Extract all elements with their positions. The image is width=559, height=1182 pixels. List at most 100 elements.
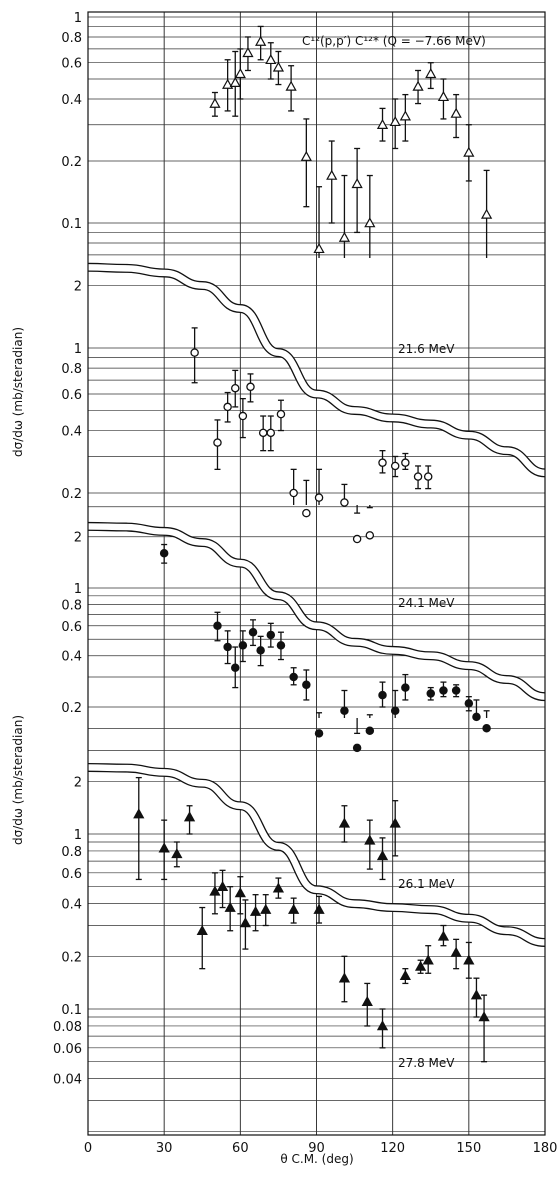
x-tick-label: 30 [156, 1141, 173, 1156]
data-point [231, 663, 240, 673]
data-point [376, 850, 389, 861]
data-point [288, 903, 300, 914]
data-point [464, 699, 474, 708]
data-point [265, 53, 277, 65]
y-tick-label: 0.8 [61, 362, 82, 377]
data-point [478, 1011, 490, 1022]
chart-title: C¹²(p,p′) C¹²* (Q = −7.66 MeV) [302, 34, 486, 48]
data-point [482, 724, 491, 733]
data-point [376, 1020, 389, 1031]
x-axis-label: θ C.M. (deg) [280, 1152, 353, 1166]
data-point [276, 409, 286, 419]
data-point [352, 743, 362, 753]
data-point [352, 534, 362, 544]
data-point [213, 438, 222, 447]
data-point [239, 917, 252, 928]
x-tick-label: 90 [308, 1141, 325, 1156]
axis-layer: 0 30 60 90 120 150 18010.80.60.40.20.1210.80.6… [53, 11, 557, 1156]
y-axis-label-lower: dσ/dω (mb/steradian) [11, 715, 25, 845]
data-point [313, 903, 325, 914]
theory-curve-inner [87, 764, 546, 946]
data-point [364, 217, 376, 228]
data-point [190, 348, 199, 357]
data-point [302, 680, 311, 690]
data-point [338, 817, 351, 828]
x-tick-label: 0 [84, 1141, 92, 1156]
data-point [361, 995, 373, 1007]
data-point [426, 689, 435, 698]
data-point [314, 493, 324, 502]
x-tick-label: 60 [232, 1141, 249, 1156]
data-point [302, 508, 311, 518]
data-point [389, 817, 401, 828]
data-point [209, 97, 221, 108]
data-point [183, 811, 196, 822]
data-point [238, 411, 248, 421]
data-point [365, 726, 375, 736]
y-tick-label: 0.8 [61, 31, 82, 46]
data-point [450, 107, 462, 118]
data-point [450, 946, 462, 957]
data-point [196, 924, 208, 936]
y-tick-label: 1 [74, 11, 82, 26]
grid-layer [88, 12, 545, 1135]
y-tick-label: 0.2 [61, 701, 82, 716]
data-point [423, 472, 433, 481]
data-point [255, 35, 267, 46]
data-point [272, 882, 285, 893]
data-point [223, 642, 232, 652]
y-tick-label: 2 [74, 775, 82, 790]
theory-curve-inner [87, 264, 546, 477]
y-tick-label: 1 [74, 828, 82, 843]
y-tick-label: 0.1 [61, 1003, 82, 1018]
y-tick-label: 0.2 [61, 487, 82, 502]
data-point [313, 242, 325, 254]
data-point [463, 146, 475, 157]
data-point [401, 683, 410, 692]
x-tick-label: 180 [533, 1141, 558, 1156]
data-point [159, 548, 169, 558]
data-point [414, 960, 427, 971]
y-tick-label: 0.2 [61, 950, 82, 965]
data-point [234, 67, 246, 79]
y-tick-label: 0.6 [61, 388, 82, 403]
data-point [470, 989, 483, 1000]
point-layer [133, 25, 493, 1063]
data-point [238, 641, 248, 650]
curve-layer [87, 262, 546, 947]
y-tick-label: 0.4 [61, 650, 82, 665]
data-point [248, 627, 258, 637]
plot-frame [87, 11, 546, 1136]
y-tick-label: 1 [74, 582, 82, 597]
y-tick-label: 2 [74, 280, 82, 295]
y-tick-label: 0.04 [53, 1073, 82, 1088]
data-point [258, 428, 268, 438]
data-point [234, 887, 246, 898]
y-tick-label: 0.6 [61, 620, 82, 635]
y-tick-label: 0.1 [61, 217, 82, 232]
y-tick-label: 0.2 [61, 155, 82, 170]
data-point [422, 954, 434, 965]
panel-label-26-1: 26.1 MeV [398, 877, 455, 891]
data-point [390, 706, 400, 716]
y-tick-label: 0.06 [53, 1042, 82, 1057]
data-point [399, 110, 411, 121]
data-point [260, 903, 272, 914]
y-tick-label: 2 [74, 531, 82, 546]
data-point [378, 458, 387, 467]
data-point [266, 630, 276, 640]
panel-label-27-8: 27.8 MeV [398, 1056, 455, 1070]
data-point [451, 686, 461, 695]
data-point [480, 208, 493, 219]
data-point [300, 150, 312, 161]
data-point [133, 808, 145, 819]
data-point [364, 834, 376, 845]
data-point [223, 402, 232, 412]
data-point [413, 472, 423, 481]
data-point [242, 46, 254, 58]
data-point [276, 641, 286, 650]
y-tick-label: 0.6 [61, 57, 82, 72]
data-point [249, 905, 262, 916]
